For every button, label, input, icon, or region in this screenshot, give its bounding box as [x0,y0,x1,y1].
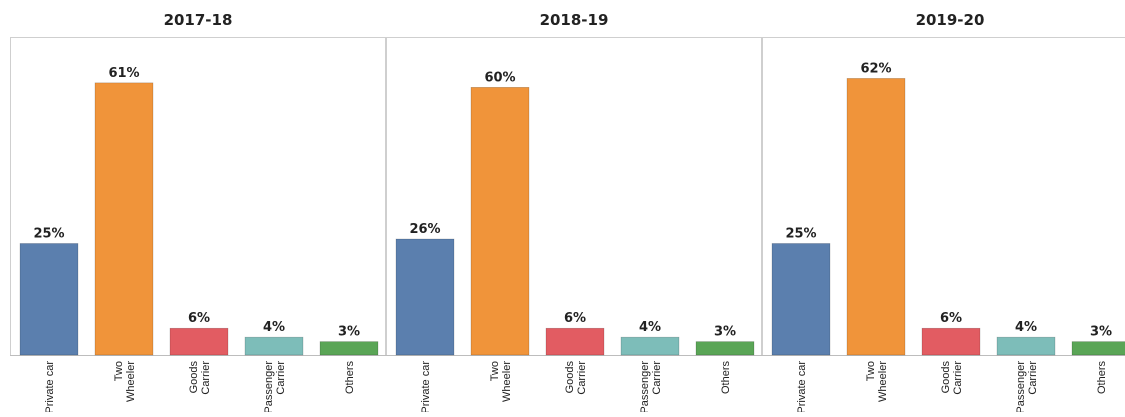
bar-2018-19-private-car [396,239,454,355]
category-label-line: Goods [940,361,952,394]
value-label-2017-18-passenger-carrier: 4% [263,320,285,335]
bar-2019-20-two-wheeler [847,78,905,355]
bar-2017-18-others [320,342,378,355]
category-label-line: Others [720,361,732,395]
value-label-2018-19-private-car: 26% [409,222,440,237]
value-label-2018-19-two-wheeler: 60% [484,70,515,85]
bar-2019-20-passenger-carrier [997,337,1055,355]
value-label-2019-20-goods-carrier: 6% [940,311,962,326]
category-label-2019-20-private-car: Private car [796,361,808,412]
bar-2019-20-goods-carrier [922,328,980,355]
category-label-line: Carrier [651,361,663,395]
category-label-line: Two [489,361,501,381]
value-label-2018-19-goods-carrier: 6% [564,311,586,326]
bar-2017-18-private-car [20,243,78,355]
value-label-2017-18-private-car: 25% [33,226,64,241]
category-label-line: Private car [796,361,808,412]
panel-title-2017-18: 2017-18 [164,11,233,29]
category-label-line: Passenger [639,361,651,412]
panel-title-2018-19: 2018-19 [540,11,609,29]
category-label-line: Goods [188,361,200,394]
value-label-2019-20-others: 3% [1090,325,1112,340]
category-label-line: Carrier [576,361,588,395]
category-label-line: Wheeler [877,361,889,402]
bar-2018-19-passenger-carrier [621,337,679,355]
value-label-2017-18-two-wheeler: 61% [108,66,139,81]
bar-2018-19-goods-carrier [546,328,604,355]
category-label-line: Wheeler [125,361,137,402]
bar-2017-18-passenger-carrier [245,337,303,355]
bar-2017-18-goods-carrier [170,328,228,355]
value-label-2019-20-private-car: 25% [785,226,816,241]
value-label-2018-19-passenger-carrier: 4% [639,320,661,335]
bar-2019-20-others [1072,342,1125,355]
bar-2018-19-others [696,342,754,355]
category-label-line: Others [344,361,356,395]
value-label-2019-20-two-wheeler: 62% [860,61,891,76]
category-label-line: Carrier [200,361,212,395]
category-label-2018-19-private-car: Private car [420,361,432,412]
value-label-2017-18-goods-carrier: 6% [188,311,210,326]
category-label-line: Wheeler [501,361,513,402]
category-label-line: Carrier [1027,361,1039,395]
category-label-2019-20-others: Others [1096,361,1108,395]
bar-2018-19-two-wheeler [471,87,529,355]
bar-2017-18-two-wheeler [95,83,153,355]
category-label-line: Others [1096,361,1108,395]
bar-2019-20-private-car [772,243,830,355]
category-label-line: Two [865,361,877,381]
value-label-2019-20-passenger-carrier: 4% [1015,320,1037,335]
category-label-line: Carrier [952,361,964,395]
category-label-line: Private car [44,361,56,412]
category-label-2017-18-private-car: Private car [44,361,56,412]
category-label-line: Two [113,361,125,381]
category-label-line: Passenger [263,361,275,412]
value-label-2017-18-others: 3% [338,325,360,340]
category-label-line: Goods [564,361,576,394]
panel-title-2019-20: 2019-20 [916,11,985,29]
category-label-2017-18-others: Others [344,361,356,395]
category-label-2018-19-others: Others [720,361,732,395]
category-label-line: Passenger [1015,361,1027,412]
category-label-line: Carrier [275,361,287,395]
category-label-line: Private car [420,361,432,412]
value-label-2018-19-others: 3% [714,325,736,340]
